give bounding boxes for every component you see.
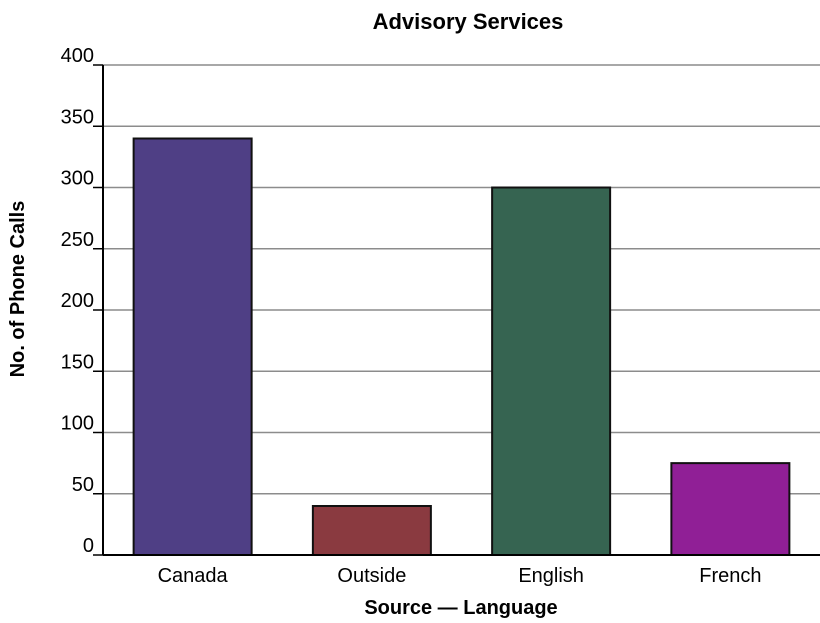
y-axis-ticks: 0 50 100 150 200 250 300 350 400 [61, 45, 103, 557]
x-tick-label: Canada [158, 565, 229, 587]
y-tick-label: 400 [61, 45, 94, 67]
x-axis-label: Source — Language [364, 597, 557, 619]
bar-canada [132, 137, 253, 556]
y-tick-label: 300 [61, 168, 94, 190]
y-tick-label: 0 [83, 535, 94, 557]
bar-english [491, 186, 612, 556]
bars [132, 137, 791, 556]
x-tick-label: Outside [337, 565, 406, 587]
y-tick-label: 100 [61, 413, 94, 435]
x-axis-ticks: Canada Outside English French [158, 565, 762, 587]
y-tick-label: 50 [72, 474, 94, 496]
chart-title: Advisory Services [373, 9, 564, 34]
bar-french [670, 462, 791, 556]
y-tick-label: 250 [61, 229, 94, 251]
x-tick-label: French [699, 565, 761, 587]
y-tick-label: 350 [61, 106, 94, 128]
y-tick-label: 150 [61, 351, 94, 373]
bar-outside [311, 505, 432, 556]
y-tick-label: 200 [61, 290, 94, 312]
y-axis-label: No. of Phone Calls [7, 201, 29, 378]
x-tick-label: English [518, 565, 584, 587]
